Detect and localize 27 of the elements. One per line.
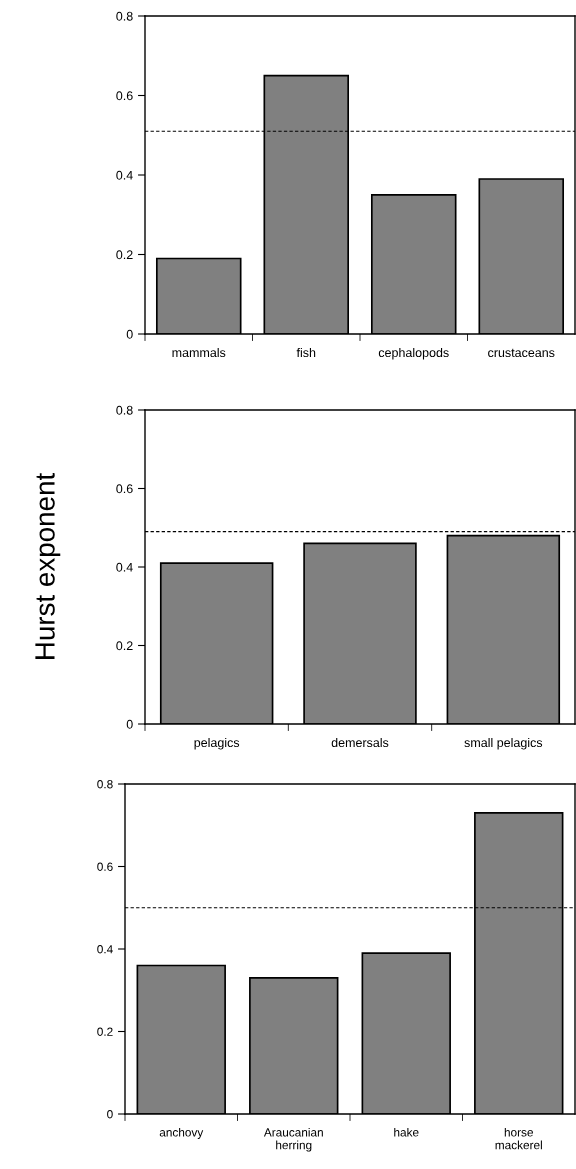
y-axis-title: Hurst exponent (35, 473, 61, 659)
y-tick-label: 0 (107, 1110, 113, 1119)
y-tick-label: 0.4 (97, 945, 113, 954)
x-tick-label: crustaceans (488, 348, 555, 358)
x-tick-label: pelagics (194, 737, 240, 750)
y-tick-label: 0.2 (116, 250, 133, 260)
x-tick-label: cephalopods (378, 347, 449, 360)
y-tick-label: 0.2 (116, 641, 133, 651)
x-tick-label: Araucanian herring (263, 1127, 323, 1152)
y-tick-label: 0.6 (116, 91, 133, 101)
x-tick-label: horse mackerel (495, 1127, 542, 1150)
y-tick-label: 0 (126, 329, 133, 339)
x-tick-label: anchovy (159, 1127, 204, 1139)
y-tick-label: 0.6 (116, 484, 133, 494)
x-tick-label: fish (296, 347, 316, 358)
y-tick-label: 0.4 (116, 170, 133, 180)
y-tick-label: 0.6 (97, 862, 113, 871)
x-tick-label: mammals (172, 347, 226, 358)
y-tick-label: 0.8 (116, 405, 133, 415)
y-tick-label: 0.8 (116, 11, 133, 21)
x-tick-label: hake (394, 1127, 419, 1137)
x-tick-label: demersals (331, 737, 389, 748)
y-tick-label: 0.4 (116, 562, 133, 572)
y-tick-label: 0.2 (97, 1027, 113, 1036)
x-tick-label: small pelagics (464, 737, 543, 750)
y-tick-label: 0.8 (97, 780, 113, 789)
y-tick-label: 0 (126, 719, 133, 729)
